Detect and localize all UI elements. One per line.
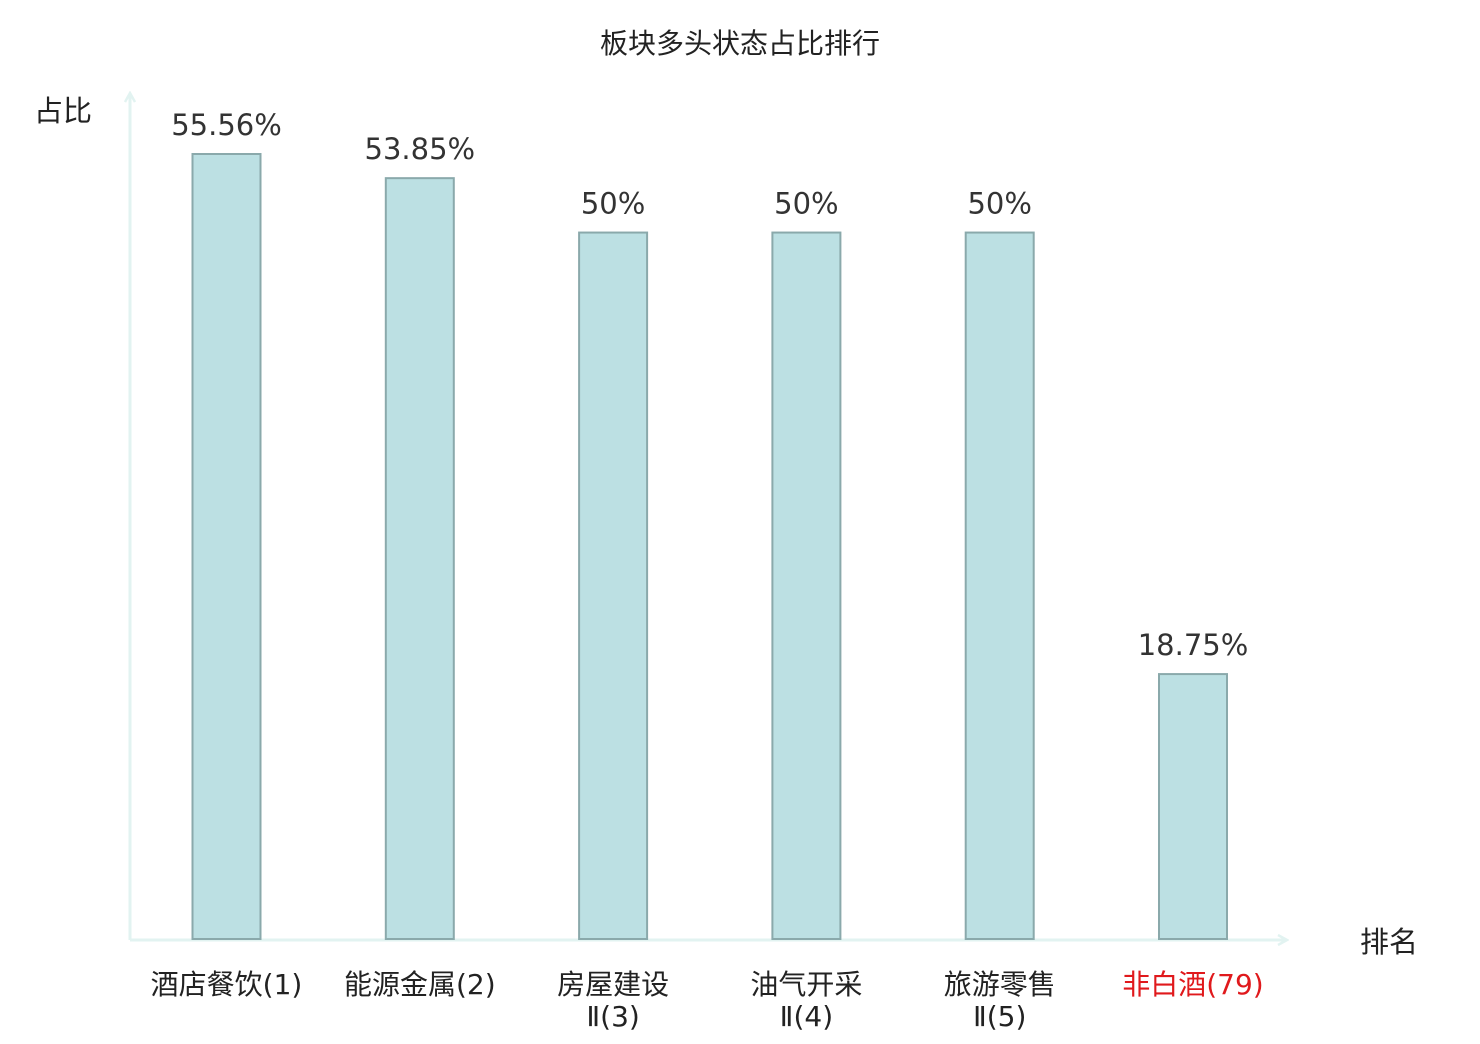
bar-1: [191, 153, 262, 940]
category-label-5-line-2: Ⅱ(5): [973, 1000, 1026, 1033]
bar-5: [964, 231, 1035, 940]
category-label-3-line-1: 房屋建设: [557, 968, 669, 1001]
y-axis-label: 占比: [34, 94, 92, 128]
chart-title: 板块多头状态占比排行: [600, 27, 880, 60]
value-label-2: 53.85%: [365, 132, 476, 166]
category-label-3-line-2: Ⅱ(3): [586, 1000, 639, 1033]
category-label-6: 非白酒(79): [1122, 968, 1263, 1001]
bar-3: [578, 231, 649, 940]
bar-2: [384, 177, 455, 941]
category-label-5-line-1: 旅游零售: [944, 968, 1056, 1001]
category-label-4-line-2: Ⅱ(4): [780, 1000, 833, 1033]
value-label-6: 18.75%: [1138, 628, 1249, 662]
value-label-4: 50%: [774, 187, 838, 221]
bar-6: [1158, 673, 1228, 940]
x-axis-label: 排名: [1360, 925, 1418, 959]
bar-4: [771, 231, 842, 940]
category-label-2: 能源金属(2): [344, 968, 496, 1001]
category-label-4-line-1: 油气开采: [750, 968, 862, 1001]
value-label-3: 50%: [581, 187, 645, 221]
category-label-1: 酒店餐饮(1): [151, 968, 303, 1001]
value-label-5: 50%: [967, 187, 1031, 221]
value-label-1: 55.56%: [171, 108, 282, 142]
